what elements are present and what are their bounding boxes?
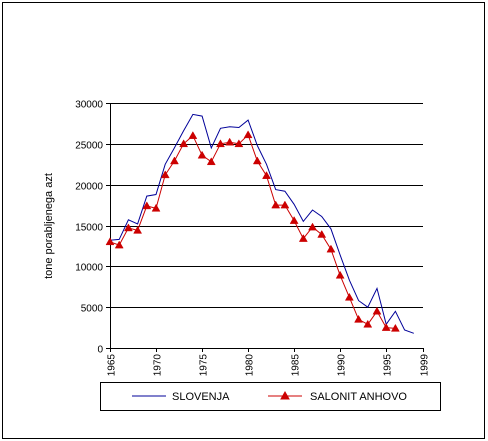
data-point-marker xyxy=(179,139,189,148)
data-point-marker xyxy=(354,314,363,323)
data-point-marker xyxy=(271,200,281,209)
data-point-marker xyxy=(123,223,133,232)
data-point-marker xyxy=(114,240,124,249)
data-point-marker xyxy=(262,171,271,179)
y-tick-label: 15000 xyxy=(75,223,103,234)
series-markers xyxy=(105,130,400,332)
series-line-0 xyxy=(109,113,414,334)
data-point-marker xyxy=(363,319,373,328)
data-point-marker xyxy=(280,200,290,209)
legend-label-salonit-anhovo: SALONIT ANHOVO xyxy=(310,391,407,403)
data-point-marker xyxy=(225,137,235,146)
data-point-marker xyxy=(197,150,207,159)
y-tick-label: 5000 xyxy=(81,304,104,315)
data-point-marker xyxy=(372,306,382,315)
data-point-marker xyxy=(252,156,262,165)
x-tick-label: 1965 xyxy=(107,354,118,377)
x-tick-label: 1970 xyxy=(153,354,164,377)
data-point-marker xyxy=(160,170,170,179)
data-point-marker xyxy=(170,156,179,165)
x-tick-label: 1985 xyxy=(291,354,302,377)
data-point-marker xyxy=(381,323,391,331)
y-tick-label: 25000 xyxy=(75,141,103,152)
y-tick-labels: 0 5000 10000 15000 20000 25000 30000 xyxy=(75,100,103,356)
y-tick-label: 10000 xyxy=(75,263,103,274)
data-point-marker xyxy=(298,234,308,242)
data-point-marker xyxy=(216,139,225,148)
x-tick-label: 1999 xyxy=(420,354,431,377)
data-point-marker xyxy=(206,157,216,166)
legend: SLOVENJA SALONIT ANHOVO xyxy=(100,382,441,411)
data-point-marker xyxy=(188,131,198,139)
data-point-marker xyxy=(308,222,317,231)
y-axis-label: tone porabljenega azt xyxy=(43,173,55,279)
data-point-marker xyxy=(151,203,161,212)
axes xyxy=(106,103,424,352)
data-point-marker xyxy=(105,237,115,246)
data-point-marker xyxy=(243,130,253,139)
data-point-marker xyxy=(142,201,152,210)
data-point-marker xyxy=(344,292,354,301)
data-point-marker xyxy=(317,229,327,238)
y-tick-label: 0 xyxy=(97,345,103,356)
legend-marker-salonit-anhovo xyxy=(280,390,290,400)
data-point-marker xyxy=(234,139,244,148)
y-tick-label: 20000 xyxy=(75,182,103,193)
data-point-marker xyxy=(326,244,336,253)
data-point-marker xyxy=(289,216,299,224)
data-point-marker xyxy=(335,270,345,279)
series-lines xyxy=(109,113,414,334)
y-tick-label: 30000 xyxy=(75,100,103,111)
data-point-marker xyxy=(133,225,143,234)
data-point-marker xyxy=(390,323,400,332)
series-line-1 xyxy=(109,133,396,329)
x-tick-labels: 1965 1970 1975 1980 1985 1990 1995 1999 xyxy=(107,354,431,377)
x-tick-label: 1975 xyxy=(199,354,210,377)
x-tick-label: 1980 xyxy=(245,354,256,377)
legend-label-slovenja: SLOVENJA xyxy=(172,391,230,403)
x-tick-label: 1995 xyxy=(383,354,394,377)
x-tick-label: 1990 xyxy=(337,354,348,377)
